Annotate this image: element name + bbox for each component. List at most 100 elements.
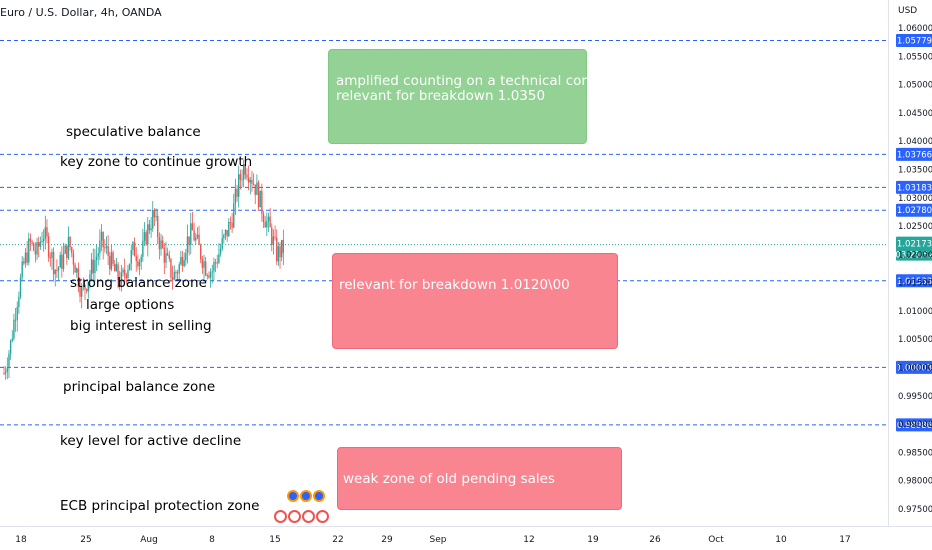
- y-tick-label: 0.98000: [898, 477, 932, 487]
- candle-body: [274, 236, 276, 238]
- event-flag-icon[interactable]: [302, 510, 315, 523]
- candle-body: [87, 281, 89, 292]
- candle-body: [173, 272, 175, 280]
- candle-body: [208, 275, 210, 278]
- candle-body: [102, 232, 104, 248]
- event-flag-icon[interactable]: [313, 490, 325, 502]
- candle-body: [254, 184, 256, 195]
- y-tick-label: 1.02500: [898, 222, 932, 232]
- candle-body: [153, 209, 156, 218]
- candle-body: [142, 240, 144, 257]
- price-axis: 1.06000 1.05500 1.05000 1.04500 1.04000 1.035…: [898, 24, 932, 515]
- candle-body: [110, 252, 113, 270]
- candle-body: [249, 179, 251, 183]
- candle-body: [161, 240, 164, 248]
- red-note-box-pending[interactable]: [337, 447, 622, 510]
- x-tick-label: 25: [80, 535, 91, 545]
- currency-label: USD: [898, 6, 918, 16]
- candle-body: [191, 223, 194, 231]
- candle-body: [6, 368, 9, 372]
- candle-body: [138, 261, 141, 267]
- candle-body: [89, 274, 91, 282]
- candle-body: [223, 234, 225, 239]
- candle-body: [71, 247, 73, 254]
- candle-body: [117, 264, 119, 281]
- event-flag-icon[interactable]: [274, 510, 287, 523]
- y-tick-label: 1.06000: [898, 24, 932, 34]
- x-tick-label: 29: [381, 535, 393, 545]
- candlestick-series: [3, 158, 285, 380]
- candle-body: [178, 264, 180, 274]
- candle-body: [3, 373, 5, 375]
- event-flag-icon[interactable]: [300, 490, 312, 502]
- candle-body: [282, 239, 285, 253]
- candle-body: [122, 269, 124, 273]
- time-axis-border: [0, 526, 932, 527]
- candle-body: [198, 234, 200, 245]
- candle-body: [277, 246, 280, 262]
- candle-body: [150, 228, 152, 231]
- y-tick-label: 1.01500: [898, 279, 932, 289]
- candle-body: [190, 223, 192, 245]
- candle-body: [61, 254, 63, 269]
- candle-body: [69, 236, 71, 248]
- candle-body: [95, 256, 98, 261]
- annotation-strong-balance-zone: strong balance zone: [70, 275, 207, 291]
- candle-body: [242, 164, 245, 180]
- candle-body: [203, 261, 205, 268]
- candle-body: [8, 353, 10, 369]
- y-tick-label: 0.99500: [898, 392, 932, 402]
- candle-body: [104, 247, 106, 249]
- candle-body: [239, 174, 242, 180]
- annotation-big-interest-selling: big interest in selling: [70, 318, 212, 334]
- candle-body: [119, 280, 121, 287]
- event-markers[interactable]: [274, 490, 330, 526]
- green-note-box[interactable]: [328, 49, 587, 144]
- candle-body: [188, 236, 190, 245]
- candle-body: [267, 216, 270, 222]
- candle-body: [152, 209, 154, 229]
- candle-body: [82, 285, 85, 288]
- candle-body: [114, 263, 116, 272]
- symbol-title: Euro / U.S. Dollar, 4h, OANDA: [0, 6, 162, 19]
- candle-body: [14, 319, 17, 321]
- candle-body: [132, 242, 134, 251]
- candle-body: [193, 230, 195, 241]
- candle-body: [170, 258, 172, 278]
- candle-body: [33, 243, 35, 251]
- candle-body: [180, 256, 182, 265]
- candle-body: [247, 177, 250, 183]
- event-flag-icon[interactable]: [288, 510, 301, 523]
- level-tag: [896, 34, 932, 48]
- x-tick-label: 8: [209, 535, 215, 545]
- candle-body: [39, 241, 42, 247]
- event-flag-icon[interactable]: [316, 510, 329, 523]
- x-tick-label: 18: [15, 535, 27, 545]
- event-flag-icon[interactable]: [287, 490, 299, 502]
- level-tag-label: 1.03183: [897, 183, 932, 193]
- candle-body: [168, 254, 170, 259]
- x-tick-label: 15: [269, 535, 280, 545]
- candle-body: [127, 269, 129, 278]
- candle-body: [196, 234, 199, 238]
- candle-body: [264, 222, 266, 228]
- red-note-box-breakdown[interactable]: [332, 253, 618, 349]
- level-tag: [896, 360, 932, 374]
- level-tag: [896, 203, 932, 217]
- candle-body: [74, 264, 76, 273]
- candle-body: [176, 272, 179, 274]
- y-tick-label: 1.03000: [898, 194, 932, 204]
- candle-body: [28, 238, 30, 263]
- candle-body: [11, 338, 13, 341]
- candle-body: [21, 261, 23, 278]
- candle-body: [157, 215, 159, 238]
- candle-body: [4, 371, 7, 374]
- candle-body: [49, 257, 51, 259]
- y-tick-label: 1.03500: [898, 165, 932, 175]
- candle-body: [92, 259, 94, 274]
- candle-body: [123, 269, 126, 275]
- candle-body: [183, 260, 185, 267]
- candle-body: [160, 240, 162, 250]
- candle-body: [165, 253, 167, 263]
- candle-body: [38, 242, 40, 247]
